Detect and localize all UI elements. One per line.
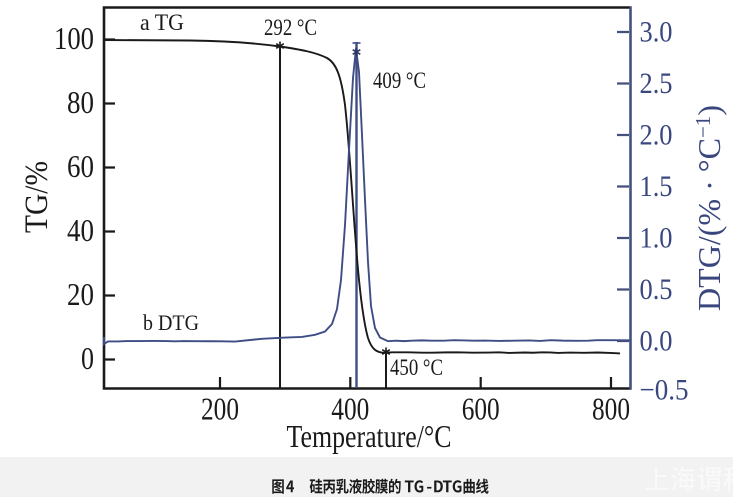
svg-text:2.5: 2.5 — [640, 67, 673, 100]
svg-text:40: 40 — [67, 212, 94, 248]
svg-text:100: 100 — [54, 20, 94, 56]
svg-text:1.0: 1.0 — [640, 221, 673, 254]
svg-text:3.0: 3.0 — [640, 15, 673, 48]
svg-text:400: 400 — [331, 391, 369, 427]
svg-text:450 °C: 450 °C — [390, 355, 443, 380]
svg-text:−0.5: −0.5 — [640, 373, 689, 406]
svg-text:292 °C: 292 °C — [264, 15, 317, 40]
svg-text:0: 0 — [81, 340, 94, 376]
svg-text:a TG: a TG — [140, 10, 184, 35]
svg-text:80: 80 — [67, 84, 94, 120]
svg-text:20: 20 — [67, 276, 94, 312]
svg-text:2.0: 2.0 — [640, 118, 673, 151]
svg-text:b DTG: b DTG — [143, 310, 199, 335]
svg-text:800: 800 — [592, 391, 630, 427]
svg-text:60: 60 — [67, 148, 94, 184]
svg-text:DTG/(% · °C−1): DTG/(% · °C−1) — [691, 105, 727, 311]
svg-text:1.5: 1.5 — [640, 170, 673, 203]
svg-text:TG/%: TG/% — [19, 161, 55, 233]
svg-text:0.5: 0.5 — [640, 273, 673, 306]
svg-text:200: 200 — [201, 391, 239, 427]
svg-text:600: 600 — [462, 391, 500, 427]
svg-text:Temperature/°C: Temperature/°C — [287, 418, 452, 454]
svg-text:0.0: 0.0 — [640, 324, 673, 357]
svg-text:409 °C: 409 °C — [373, 68, 426, 93]
